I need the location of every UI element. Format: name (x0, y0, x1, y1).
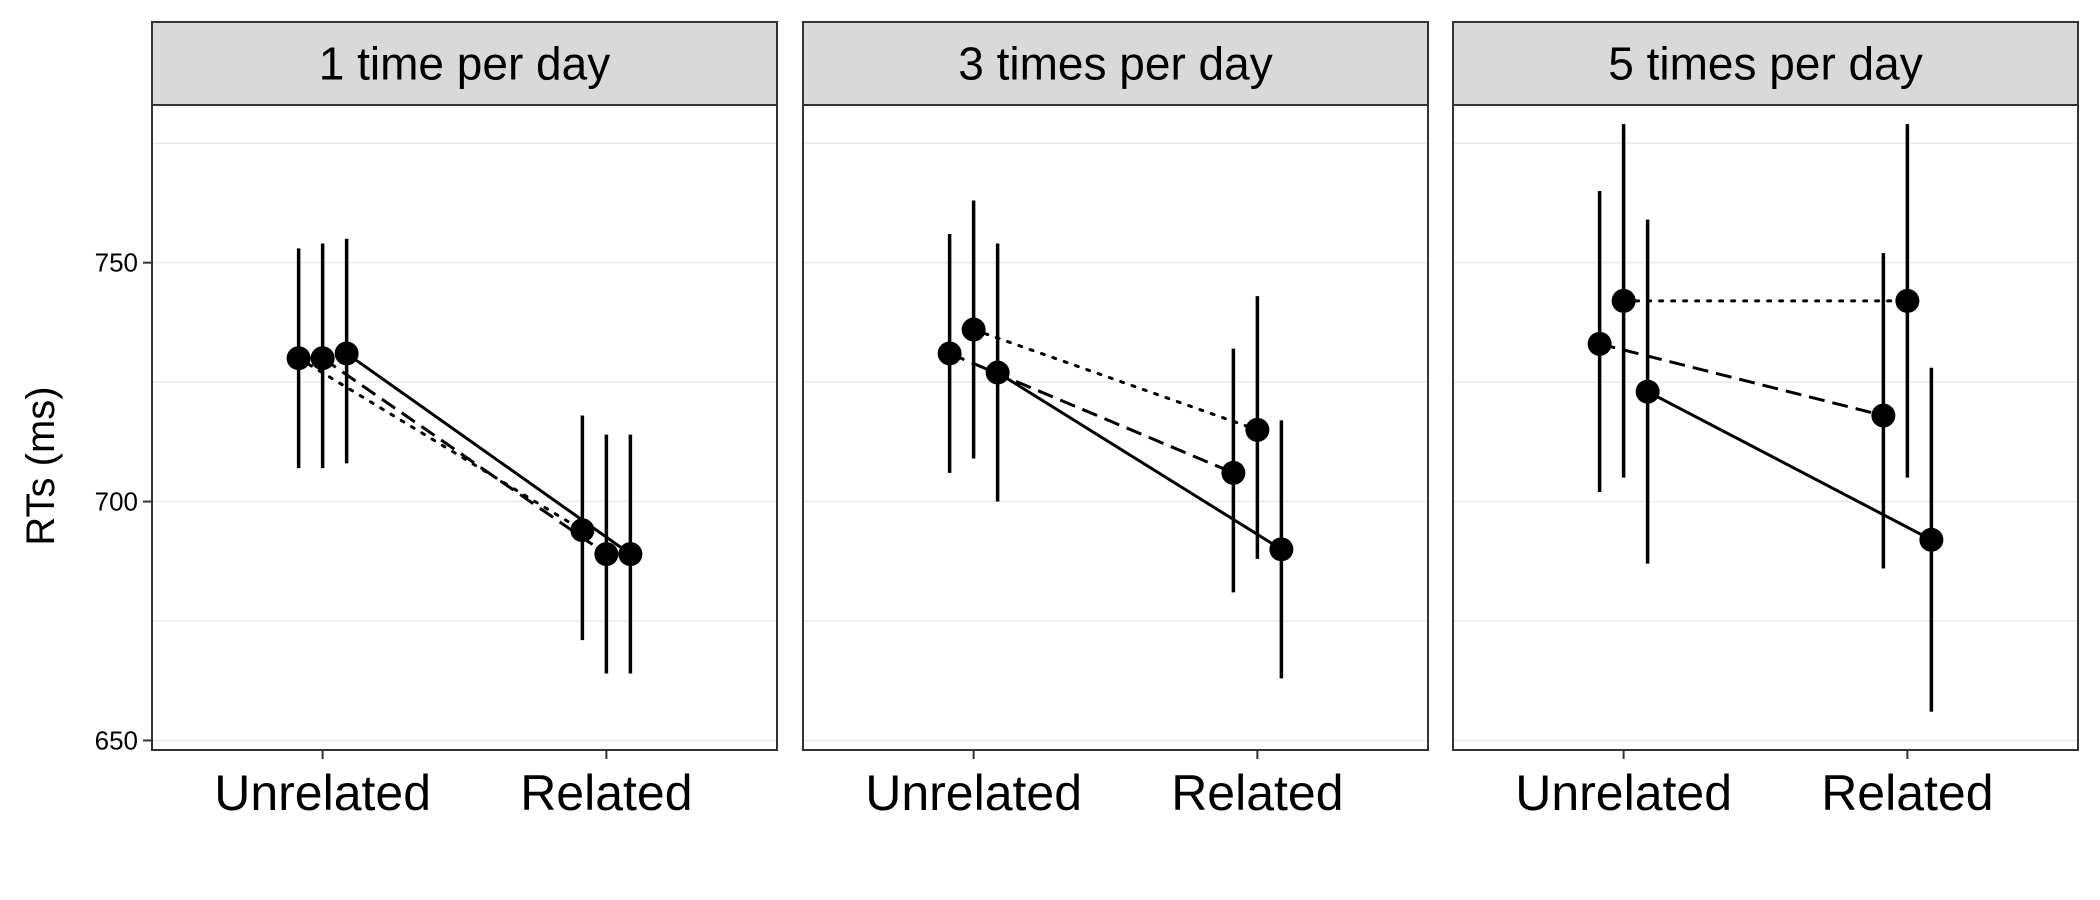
x-tick-label-related: Related (1171, 765, 1343, 821)
panel-border (1452, 104, 2079, 751)
x-tick-label-related: Related (1821, 765, 1993, 821)
plot-background (152, 105, 777, 750)
panel-border (151, 104, 778, 751)
data-point (618, 542, 643, 567)
plot-background (803, 105, 1428, 750)
series-line-dotted (297, 356, 584, 532)
facet-panel-1: 1 time per day Unrelated Related 650 700 750 (95, 21, 778, 821)
facet-strip-label: 3 times per day (958, 38, 1272, 90)
y-axis-title: RTs (ms) (19, 386, 63, 545)
x-tick-label-related: Related (520, 765, 692, 821)
data-point (1587, 331, 1612, 356)
data-point (334, 341, 359, 366)
y-tick-label-700: 700 (95, 487, 138, 517)
data-point (570, 518, 595, 543)
data-point (1245, 417, 1270, 442)
data-point (1919, 527, 1944, 552)
y-tick-label-650: 650 (95, 725, 138, 755)
facet-panel-2: 3 times per day Unrelated Related (802, 21, 1429, 821)
facet-strip (151, 21, 778, 106)
data-point (961, 317, 986, 342)
x-tick-label-unrelated: Unrelated (1515, 765, 1732, 821)
x-tick-label-unrelated: Unrelated (865, 765, 1082, 821)
data-point (985, 360, 1010, 385)
facet-panels: 1 time per day Unrelated Related 650 700 750 3… (95, 21, 2079, 821)
facet-strip-label: 5 times per day (1608, 38, 1922, 90)
data-point (594, 542, 619, 567)
facet-panel-3: 5 times per day Unrelated Related (1452, 21, 2079, 821)
facet-strip-label: 1 time per day (319, 38, 610, 90)
x-tick-label-unrelated: Unrelated (214, 765, 431, 821)
y-tick-label-750: 750 (95, 248, 138, 278)
data-point (937, 341, 962, 366)
data-point (1635, 379, 1660, 404)
data-point (1611, 288, 1636, 313)
panel-border (802, 104, 1429, 751)
data-point (286, 346, 311, 371)
data-point (1221, 460, 1246, 485)
plot-background (1453, 105, 2078, 750)
data-point (1895, 288, 1920, 313)
series-line-dotted (972, 328, 1259, 432)
series-line-dashed (321, 356, 608, 556)
data-point (1871, 403, 1896, 428)
data-point (310, 346, 335, 371)
data-point (1269, 537, 1294, 562)
facet-strip (1452, 21, 2079, 106)
